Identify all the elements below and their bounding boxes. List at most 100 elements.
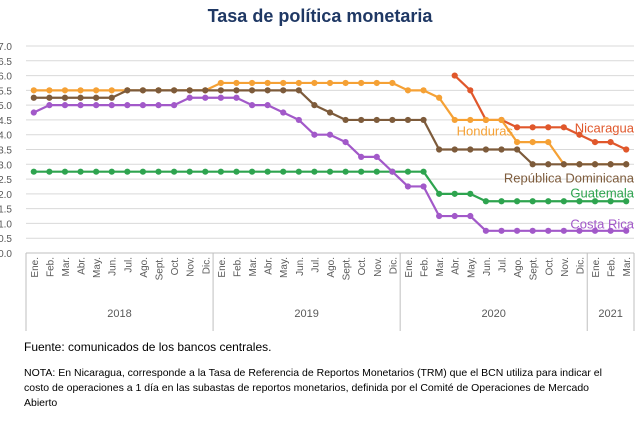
x-tick-label: Sept. <box>342 257 353 280</box>
data-point <box>420 87 427 94</box>
data-point <box>30 109 37 116</box>
data-point <box>61 94 69 101</box>
series-label: Honduras <box>457 123 514 138</box>
data-point <box>436 94 443 101</box>
data-point <box>186 94 193 101</box>
data-point <box>498 146 505 153</box>
y-tick-label: 1.5 <box>0 205 12 216</box>
data-point <box>358 168 365 175</box>
data-point <box>108 168 115 175</box>
data-point <box>451 146 458 153</box>
x-tick-label: Ago. <box>326 257 337 278</box>
y-tick-label: 3.0 <box>0 160 12 171</box>
data-point <box>155 102 162 109</box>
data-point <box>248 87 256 94</box>
data-point <box>311 168 318 175</box>
data-point <box>93 168 100 175</box>
data-point <box>93 102 100 109</box>
data-point <box>373 116 380 124</box>
y-tick-label: 5.5 <box>0 86 12 97</box>
x-tick-label: Sept. <box>155 257 166 280</box>
data-point <box>576 131 583 138</box>
x-tick-label: Jun. <box>295 257 306 276</box>
data-point <box>202 94 209 101</box>
year-label: 2019 <box>294 308 318 320</box>
data-point <box>482 227 489 234</box>
x-tick-label: Nov. <box>560 257 571 277</box>
gridlines <box>26 45 634 254</box>
data-point <box>342 139 349 146</box>
x-tick-label: Ene. <box>591 257 602 278</box>
y-tick-label: 1.0 <box>0 219 12 230</box>
y-tick-label: 3.5 <box>0 146 12 157</box>
y-tick-label: 2.5 <box>0 175 12 186</box>
data-point <box>467 116 474 124</box>
data-point <box>545 198 552 205</box>
y-tick-label: 6.5 <box>0 57 12 68</box>
x-tick-label: Abr. <box>451 257 462 275</box>
data-point <box>264 79 271 87</box>
data-point <box>108 87 115 94</box>
data-point <box>46 102 53 109</box>
data-point <box>529 161 536 168</box>
data-point <box>373 79 380 87</box>
data-point <box>358 153 365 160</box>
x-tick-label: Feb. <box>420 257 431 277</box>
x-tick-label: Feb. <box>232 257 243 277</box>
series-labels: Nicaragua Honduras República DominicanaGua… <box>457 120 635 231</box>
x-tick-label: Feb. <box>607 257 618 277</box>
x-tick-label: Oct. <box>544 257 555 275</box>
data-point <box>529 198 536 205</box>
x-tick-label: Feb. <box>45 257 56 277</box>
data-point <box>498 227 505 234</box>
x-tick-label: Sept. <box>529 257 540 280</box>
data-point <box>560 198 567 205</box>
data-point <box>342 79 349 87</box>
series-label: República Dominicana <box>504 171 635 186</box>
data-point <box>280 109 287 116</box>
x-tick-label: Ene. <box>30 257 41 278</box>
x-tick-label: Nov. <box>373 257 384 277</box>
data-point <box>451 190 458 197</box>
data-point <box>326 168 334 175</box>
data-point <box>264 168 271 175</box>
y-tick-label: 7.0 <box>0 42 12 53</box>
y-tick-label: 0.0 <box>0 249 12 260</box>
data-point <box>61 87 69 94</box>
data-point <box>436 190 443 197</box>
data-point <box>467 190 474 197</box>
y-tick-label: 4.0 <box>0 131 12 142</box>
data-point <box>467 146 474 153</box>
data-point <box>295 116 302 124</box>
data-point <box>77 94 84 101</box>
y-tick-label: 5.0 <box>0 101 12 112</box>
data-point <box>545 161 552 168</box>
data-point <box>623 161 630 168</box>
y-tick-label: 4.5 <box>0 116 12 127</box>
data-point <box>171 87 178 94</box>
data-point <box>295 79 302 87</box>
data-point <box>248 102 256 109</box>
data-point <box>576 227 583 234</box>
x-tick-label: May. <box>279 257 290 278</box>
series-lines <box>30 72 630 234</box>
data-point <box>217 94 224 101</box>
data-point <box>93 87 100 94</box>
data-point <box>420 183 427 190</box>
data-point <box>389 79 396 87</box>
data-point <box>155 87 162 94</box>
data-point <box>233 94 240 101</box>
data-point <box>607 198 614 205</box>
y-tick-label: 6.0 <box>0 72 12 83</box>
data-point <box>404 87 412 94</box>
data-point <box>46 94 53 101</box>
data-point <box>46 87 53 94</box>
x-tick-label: Jul. <box>123 257 134 273</box>
data-point <box>358 116 365 124</box>
data-point <box>46 168 53 175</box>
data-point <box>233 87 240 94</box>
data-point <box>217 87 224 94</box>
data-point <box>248 79 256 87</box>
data-point <box>591 139 599 146</box>
data-point <box>311 102 318 109</box>
